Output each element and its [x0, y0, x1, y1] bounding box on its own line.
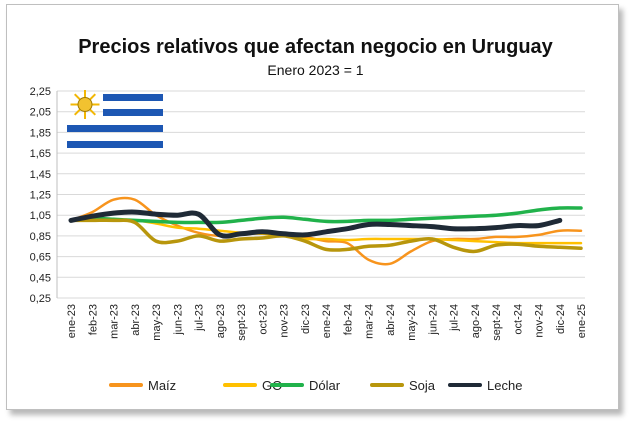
- y-tick-label: 2,25: [30, 86, 51, 98]
- x-axis-ticks: ene-23 feb-23 mar-23 abr-23 may-23 jun-23 jul-…: [66, 304, 588, 341]
- y-axis-ticks: 0,25 0,45 0,65 0,85 1,05 1,25 1,45 1,65 1,85 2,05…: [30, 86, 51, 305]
- y-tick-label: 1,45: [30, 169, 51, 181]
- y-tick-label: 2,05: [30, 107, 51, 119]
- y-tick-label: 0,85: [30, 231, 51, 243]
- y-tick-label: 0,45: [30, 272, 51, 284]
- x-tick-label: jun-23: [172, 304, 184, 336]
- x-tick-label: jul-23: [194, 304, 206, 332]
- legend-label: Dólar: [309, 377, 341, 393]
- y-tick-label: 0,25: [30, 293, 51, 305]
- x-tick-label: ene-24: [321, 304, 333, 338]
- x-tick-label: ago-23: [215, 304, 227, 338]
- y-tick-label: 1,25: [30, 190, 51, 202]
- legend-swatch: [370, 383, 404, 387]
- x-tick-label: mar-23: [109, 304, 121, 339]
- y-tick-label: 1,85: [30, 127, 51, 139]
- x-tick-label: oct-24: [512, 304, 524, 335]
- uruguay-flag-icon: [67, 90, 163, 148]
- series-line-4: [68, 209, 563, 239]
- series-line-2: [69, 206, 583, 225]
- legend-item: Maíz: [109, 374, 176, 396]
- series-lines: [68, 196, 583, 266]
- x-tick-label: jun-24: [427, 304, 439, 336]
- legend-swatch: [109, 383, 143, 387]
- legend-swatch: [223, 383, 257, 387]
- series-line-1: [69, 217, 583, 245]
- series-line-3: [69, 218, 583, 254]
- x-tick-label: may-23: [151, 304, 163, 341]
- x-tick-label: jul-24: [449, 304, 461, 332]
- legend-swatch: [448, 383, 482, 387]
- legend-label: Leche: [487, 377, 523, 393]
- x-tick-label: sept-24: [491, 304, 503, 341]
- legend-item: Leche: [448, 374, 522, 396]
- x-tick-label: ene-25: [576, 304, 588, 338]
- x-tick-label: dic-23: [300, 304, 312, 334]
- legend-swatch: [270, 383, 304, 387]
- chart-frame: [6, 4, 619, 410]
- y-tick-label: 0,65: [30, 252, 51, 264]
- chart-title: Precios relativos que afectan negocio en…: [78, 36, 553, 58]
- x-tick-label: abr-24: [385, 304, 397, 336]
- x-tick-label: mar-24: [364, 304, 376, 339]
- gridlines: [56, 90, 585, 299]
- x-tick-label: nov-23: [279, 304, 291, 338]
- x-tick-label: feb-23: [87, 304, 99, 335]
- x-tick-label: nov-24: [534, 304, 546, 338]
- y-tick-label: 1,05: [30, 210, 51, 222]
- x-tick-label: abr-23: [130, 304, 142, 336]
- legend-item: Soja: [370, 374, 435, 396]
- legend-item: Dólar: [270, 374, 340, 396]
- x-tick-label: ago-24: [470, 304, 482, 338]
- legend: MaízGODólarSojaLeche: [0, 374, 631, 396]
- x-tick-label: dic-24: [555, 304, 567, 334]
- chart-subtitle: Enero 2023 = 1: [267, 62, 364, 78]
- y-tick-label: 1,65: [30, 148, 51, 160]
- x-tick-label: may-24: [406, 304, 418, 341]
- x-tick-label: oct-23: [257, 304, 269, 335]
- legend-label: Maíz: [148, 377, 177, 393]
- x-tick-label: sept-23: [236, 304, 248, 341]
- x-tick-label: ene-23: [66, 304, 78, 338]
- x-tick-label: feb-24: [342, 304, 354, 335]
- sun-of-may-icon: [70, 90, 100, 119]
- legend-label: Soja: [409, 377, 436, 393]
